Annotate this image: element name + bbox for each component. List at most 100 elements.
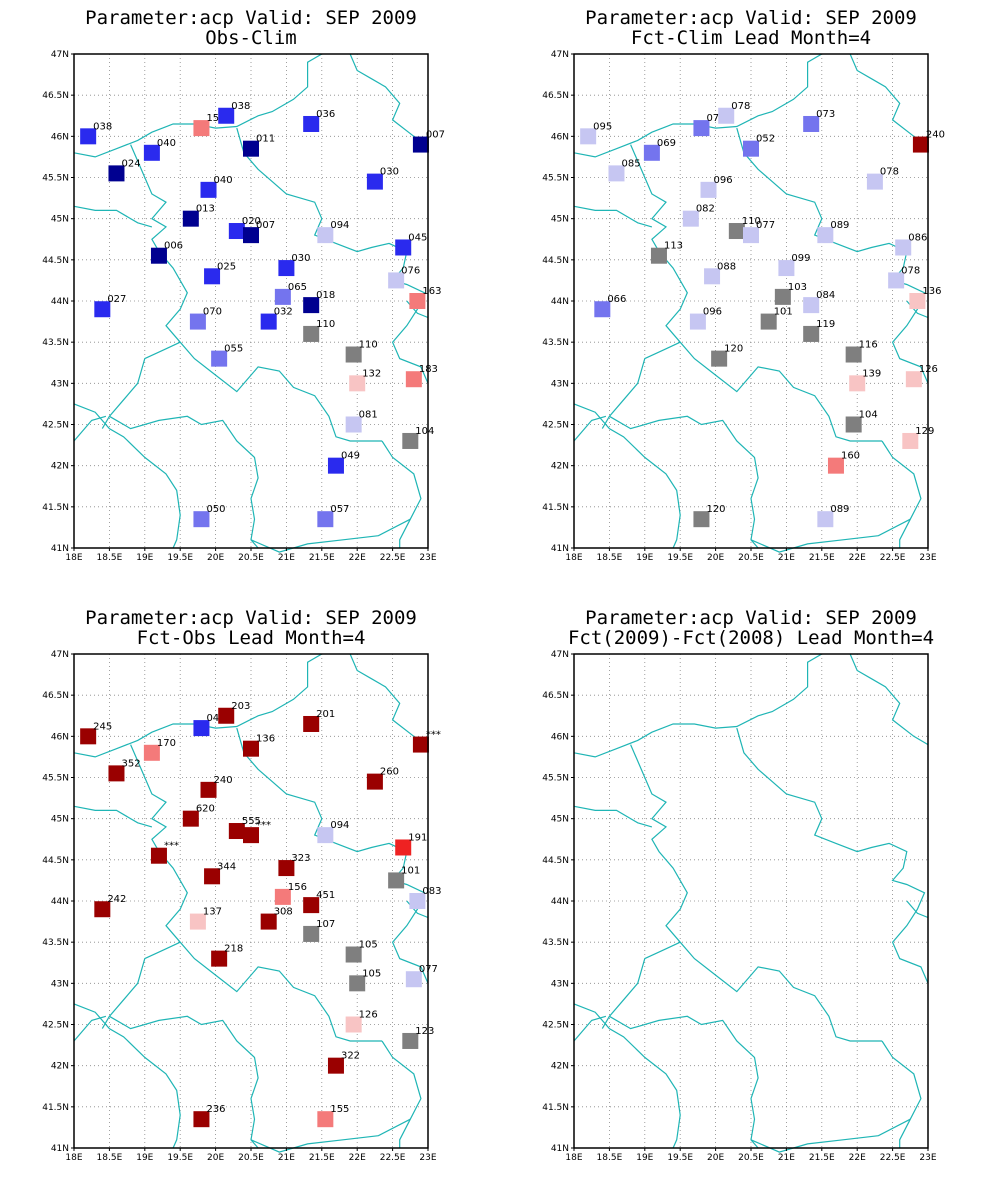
station-marker [200,781,217,798]
station-value-label: 077 [756,220,775,231]
station-marker [412,736,429,753]
station-value-label: 620 [196,804,215,815]
station-value-label: 155 [330,1104,349,1115]
map-panel-4: Parameter:acp Valid: SEP 2009Fct(2009)-F… [542,607,937,1163]
country-borders [573,53,929,553]
lat-tick-label: 42N [551,462,569,472]
gridlines [73,53,429,549]
station-value-label: 036 [316,109,335,120]
panel-title-line1: Parameter:acp Valid: SEP 2009 [585,607,917,629]
lon-tick-label: 19E [136,1153,153,1163]
station-marker [395,839,412,856]
station-marker [303,297,320,314]
lon-tick-label: 20.5E [238,553,264,563]
station-marker [94,301,111,318]
station-value-label: 078 [880,167,899,178]
station-value-label: 101 [774,307,793,318]
lat-tick-label: 42N [551,1062,569,1072]
lat-tick-label: 46.5N [42,91,69,101]
lat-tick-label: 44.5N [42,256,69,266]
station-marker [94,901,111,918]
country-borders [73,53,429,553]
station-value-label: 120 [724,344,743,355]
station-value-label: 073 [706,113,725,124]
lon-tick-label: 22E [349,553,366,563]
lat-tick-label: 42N [51,462,69,472]
lat-tick-label: 41.5N [42,503,69,513]
station-marker [243,227,259,244]
station-value-label: 096 [714,175,733,186]
station-value-label: 101 [401,865,420,876]
station-value-label: 086 [908,232,927,243]
lon-tick-label: 20.5E [238,1153,264,1163]
station-value-label: 055 [224,344,243,355]
station-marker [366,173,383,190]
station-marker [211,950,228,967]
station-value-label: 030 [380,167,399,178]
country-borders [573,653,929,1153]
lon-tick-label: 22E [349,1153,366,1163]
country-borders [73,653,429,1153]
station-value-label: 105 [359,940,378,951]
lat-tick-label: 45.5N [42,174,69,184]
station-marker [260,313,277,330]
station-value-label: 024 [121,158,140,169]
station-value-label: 057 [330,504,349,515]
lon-tick-label: 22.5E [380,1153,406,1163]
station-value-label: 078 [731,101,750,112]
station-value-label: 110 [316,319,335,330]
station-marker [888,272,905,289]
lat-tick-label: 47N [51,650,69,660]
station-marker [827,457,844,474]
panel-title-line2: Fct(2009)-Fct(2008) Lead Month=4 [568,627,934,649]
station-value-label: 451 [316,890,335,901]
station-value-label: 107 [316,919,335,930]
station-marker [711,350,728,367]
lon-tick-label: 21.5E [809,553,835,563]
lat-tick-label: 43.5N [542,938,569,948]
lon-tick-label: 19.5E [667,553,693,563]
station-marker [278,260,295,277]
station-value-label: 032 [274,307,293,318]
station-value-label: 137 [203,907,222,918]
station-marker [743,140,759,157]
station-marker [143,144,160,161]
station-marker [905,371,922,388]
station-marker [817,227,834,244]
station-value-label: 096 [703,307,722,318]
station-marker [580,128,597,145]
lon-tick-label: 19E [136,553,153,563]
station-marker [743,227,759,244]
lat-tick-label: 41.5N [542,503,569,513]
station-value-label: 236 [206,1104,225,1115]
lat-tick-label: 41N [551,1144,569,1154]
lon-tick-label: 23E [419,553,436,563]
station-value-label: 323 [291,853,310,864]
lat-tick-label: 42N [51,1062,69,1072]
station-value-label: 099 [791,253,810,264]
station-value-label: 150 [206,113,225,124]
station-value-label: 078 [901,265,920,276]
lat-tick-label: 43.5N [42,338,69,348]
lat-tick-label: 43N [51,979,69,989]
lat-tick-label: 45.5N [542,774,569,784]
station-marker [817,511,834,528]
station-marker [718,107,735,124]
station-marker [349,975,366,992]
station-marker [608,165,625,182]
lat-tick-label: 46.5N [542,691,569,701]
station-marker [317,227,334,244]
station-marker [728,223,745,240]
lon-tick-label: 23E [919,1153,936,1163]
lon-tick-label: 21.5E [309,553,335,563]
lat-tick-label: 42.5N [542,1021,569,1031]
station-value-label: 103 [788,282,807,293]
station-value-label: 007 [426,130,445,141]
station-marker [895,239,912,256]
lat-tick-label: 46N [51,732,69,742]
station-value-label: 095 [593,121,612,132]
station-marker [902,432,919,449]
